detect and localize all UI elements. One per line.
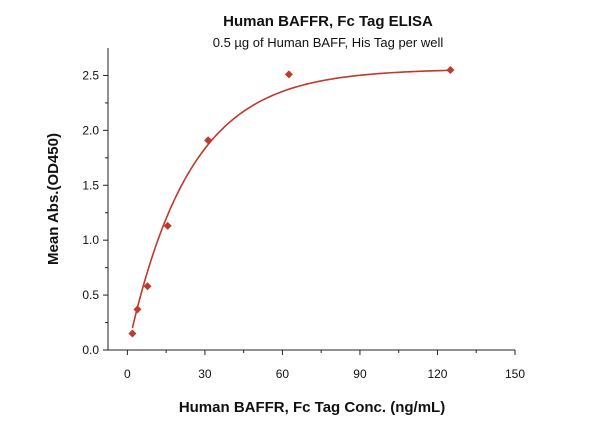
y-tick-label: 2.0 xyxy=(82,123,99,137)
data-point xyxy=(204,136,213,145)
y-tick-label: 0.0 xyxy=(82,343,99,357)
x-tick-label: 150 xyxy=(505,367,525,381)
y-tick-label: 2.5 xyxy=(82,68,99,82)
x-tick-label: 0 xyxy=(124,367,131,381)
fit-curve xyxy=(131,69,451,329)
data-point xyxy=(143,282,152,291)
data-point xyxy=(133,305,142,314)
y-tick-label: 0.5 xyxy=(82,288,99,302)
x-ticks: 0 30 60 90 120 150 xyxy=(124,350,525,381)
data-points xyxy=(128,65,455,338)
data-point xyxy=(163,221,172,230)
x-tick-label: 90 xyxy=(353,367,367,381)
y-axis-label: Mean Abs.(OD450) xyxy=(45,133,62,265)
x-tick-label: 30 xyxy=(198,367,212,381)
data-point xyxy=(128,329,137,338)
y-tick-label: 1.0 xyxy=(82,233,99,247)
x-axis-label: Human BAFFR, Fc Tag Conc. (ng/mL) xyxy=(179,399,445,416)
chart-subtitle: 0.5 µg of Human BAFF, His Tag per well xyxy=(213,35,444,50)
chart-title: Human BAFFR, Fc Tag ELISA xyxy=(223,13,433,30)
y-tick-label: 1.5 xyxy=(82,178,99,192)
data-point xyxy=(284,70,293,79)
y-ticks: 0.0 0.5 1.0 1.5 2.0 2.5 xyxy=(82,68,108,357)
x-tick-label: 120 xyxy=(427,367,447,381)
data-point xyxy=(446,65,455,74)
x-tick-label: 60 xyxy=(276,367,290,381)
